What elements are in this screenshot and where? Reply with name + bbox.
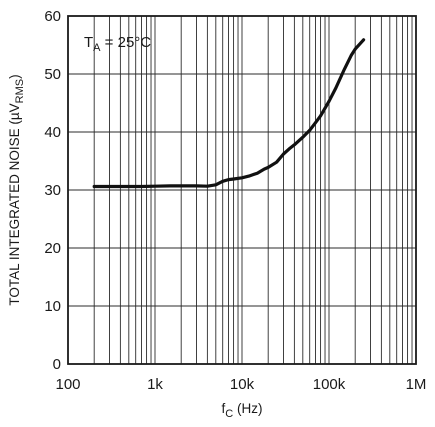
x-axis-title-sub: C	[225, 408, 233, 420]
plot-frame	[67, 15, 417, 365]
y-axis-title-main: TOTAL INTEGRATED NOISE (µV	[7, 103, 22, 305]
temperature-annotation: TA = 25°C	[84, 34, 151, 54]
y-tick-label: 50	[44, 66, 61, 83]
x-tick-label: 1k	[147, 376, 163, 393]
y-tick-labels: 0 10 20 30 40 50 60	[44, 8, 61, 373]
y-axis-title-sub: RMS	[14, 79, 26, 103]
y-tick-label: 40	[44, 124, 61, 141]
y-tick-label: 30	[44, 182, 61, 199]
x-tick-label: 100	[55, 376, 80, 393]
y-tick-label: 10	[44, 298, 61, 315]
x-axis-title: fC (Hz)	[222, 401, 263, 420]
x-axis-title-rest: (Hz)	[233, 401, 262, 416]
y-tick-label: 20	[44, 240, 61, 257]
noise-curve	[92, 38, 366, 189]
x-tick-label: 1M	[406, 376, 427, 393]
y-axis-title: TOTAL INTEGRATED NOISE (µVRMS)	[7, 74, 26, 305]
grid-lines	[68, 16, 416, 364]
x-axis-title-main: f	[222, 401, 226, 416]
annotation-main: T	[84, 34, 93, 51]
y-tick-label: 0	[53, 356, 61, 373]
x-tick-labels: 100 1k 10k 100k 1M	[55, 376, 426, 393]
annotation-rest: = 25°C	[101, 34, 152, 51]
y-axis-title-rest: )	[7, 74, 22, 79]
x-tick-label: 100k	[313, 376, 346, 393]
x-tick-label: 10k	[230, 376, 255, 393]
y-tick-label: 60	[44, 8, 61, 25]
annotation-sub: A	[93, 42, 101, 54]
